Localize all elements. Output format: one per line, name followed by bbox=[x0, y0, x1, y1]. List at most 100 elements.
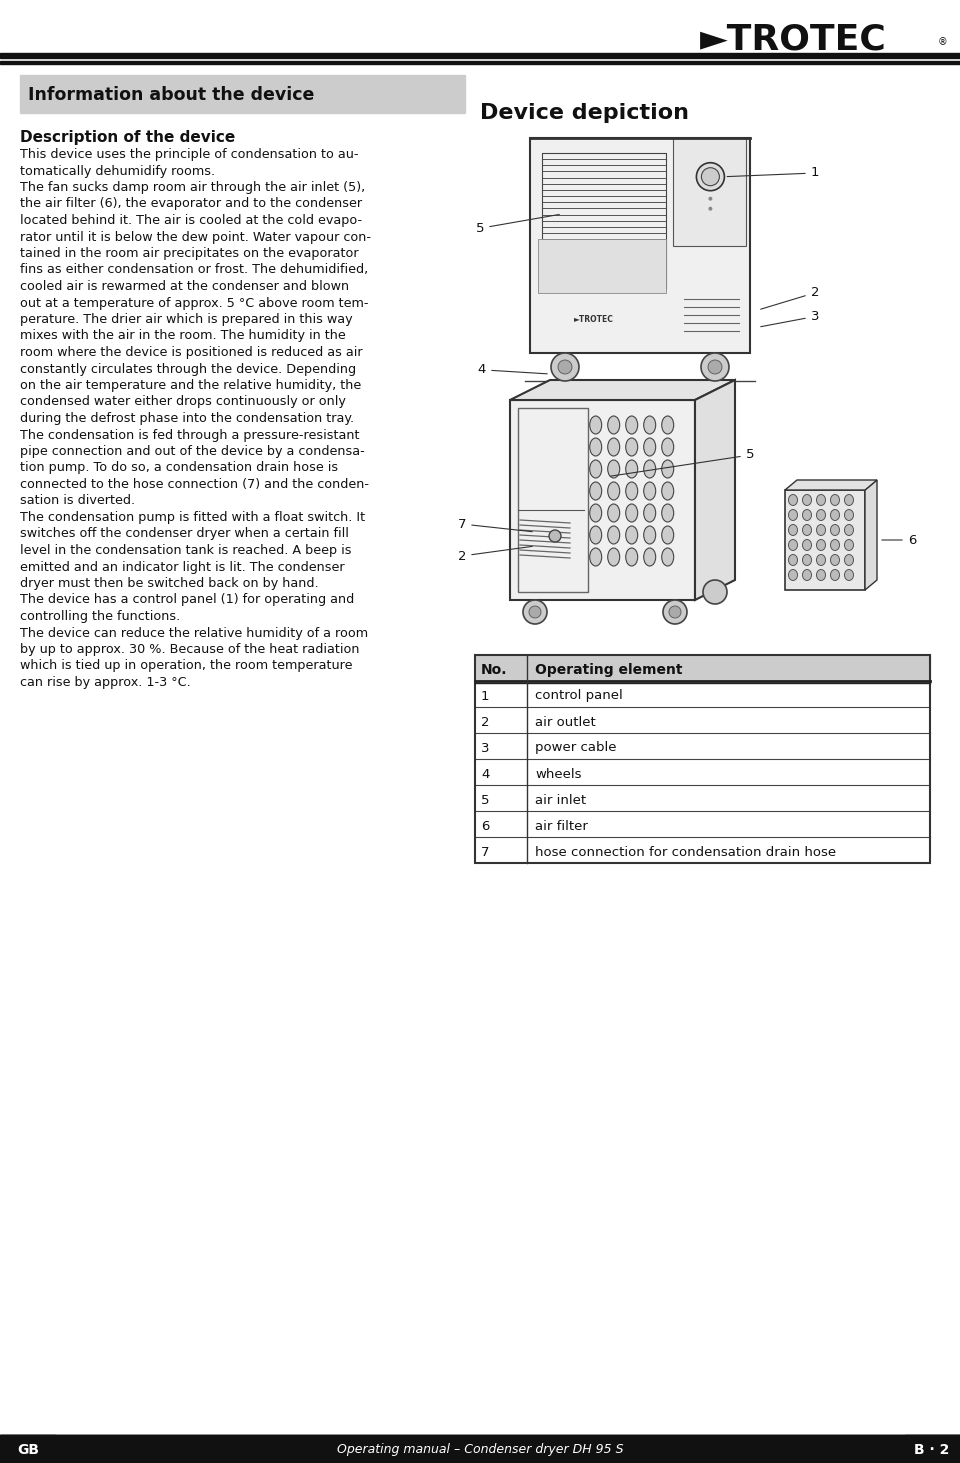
Ellipse shape bbox=[830, 525, 839, 535]
Text: 1: 1 bbox=[727, 167, 819, 180]
Ellipse shape bbox=[626, 549, 637, 566]
Ellipse shape bbox=[788, 540, 798, 550]
Text: switches off the condenser dryer when a certain fill: switches off the condenser dryer when a … bbox=[20, 528, 348, 540]
Text: B · 2: B · 2 bbox=[914, 1443, 949, 1457]
Ellipse shape bbox=[803, 525, 811, 535]
Bar bbox=[518, 408, 588, 593]
Ellipse shape bbox=[788, 525, 798, 535]
Ellipse shape bbox=[703, 579, 727, 604]
Text: constantly circulates through the device. Depending: constantly circulates through the device… bbox=[20, 363, 356, 376]
Text: on the air temperature and the relative humidity, the: on the air temperature and the relative … bbox=[20, 379, 361, 392]
Ellipse shape bbox=[803, 494, 811, 506]
Ellipse shape bbox=[830, 540, 839, 550]
Ellipse shape bbox=[608, 459, 620, 478]
Ellipse shape bbox=[803, 569, 811, 581]
Text: by up to approx. 30 %. Because of the heat radiation: by up to approx. 30 %. Because of the he… bbox=[20, 644, 359, 655]
Text: The device can reduce the relative humidity of a room: The device can reduce the relative humid… bbox=[20, 626, 368, 639]
Ellipse shape bbox=[551, 353, 579, 380]
Text: tomatically dehumidify rooms.: tomatically dehumidify rooms. bbox=[20, 164, 215, 177]
Text: The fan sucks damp room air through the air inlet (5),: The fan sucks damp room air through the … bbox=[20, 181, 365, 195]
Ellipse shape bbox=[608, 503, 620, 522]
Text: tion pump. To do so, a condensation drain hose is: tion pump. To do so, a condensation drai… bbox=[20, 461, 338, 474]
Ellipse shape bbox=[845, 554, 853, 566]
Ellipse shape bbox=[661, 415, 674, 435]
Ellipse shape bbox=[626, 459, 637, 478]
Text: This device uses the principle of condensation to au-: This device uses the principle of conden… bbox=[20, 148, 358, 161]
Ellipse shape bbox=[803, 554, 811, 566]
Ellipse shape bbox=[830, 494, 839, 506]
Text: the air filter (6), the evaporator and to the condenser: the air filter (6), the evaporator and t… bbox=[20, 198, 362, 211]
Polygon shape bbox=[695, 380, 735, 600]
Text: wheels: wheels bbox=[535, 768, 582, 780]
Ellipse shape bbox=[696, 162, 725, 190]
Ellipse shape bbox=[661, 459, 674, 478]
Ellipse shape bbox=[701, 353, 729, 380]
Ellipse shape bbox=[608, 415, 620, 435]
Ellipse shape bbox=[788, 509, 798, 521]
Ellipse shape bbox=[661, 503, 674, 522]
Text: 2: 2 bbox=[458, 546, 532, 562]
Ellipse shape bbox=[589, 527, 602, 544]
Ellipse shape bbox=[589, 415, 602, 435]
Ellipse shape bbox=[589, 481, 602, 500]
Ellipse shape bbox=[529, 606, 541, 617]
Bar bbox=[0, 53, 960, 59]
Text: GB: GB bbox=[17, 1443, 39, 1457]
Ellipse shape bbox=[661, 527, 674, 544]
Ellipse shape bbox=[708, 360, 722, 375]
Bar bbox=[510, 399, 695, 600]
Text: air inlet: air inlet bbox=[535, 793, 587, 806]
Ellipse shape bbox=[626, 503, 637, 522]
Text: 3: 3 bbox=[481, 742, 490, 755]
Ellipse shape bbox=[661, 437, 674, 456]
Ellipse shape bbox=[663, 600, 687, 625]
Ellipse shape bbox=[626, 481, 637, 500]
Text: 5: 5 bbox=[476, 215, 560, 234]
Bar bbox=[538, 238, 665, 293]
Text: dryer must then be switched back on by hand.: dryer must then be switched back on by h… bbox=[20, 576, 319, 590]
Ellipse shape bbox=[608, 437, 620, 456]
Ellipse shape bbox=[830, 569, 839, 581]
Ellipse shape bbox=[830, 509, 839, 521]
Text: ®: ® bbox=[938, 37, 948, 47]
Text: ►TROTEC: ►TROTEC bbox=[700, 23, 887, 57]
Ellipse shape bbox=[830, 554, 839, 566]
Polygon shape bbox=[785, 480, 877, 490]
Ellipse shape bbox=[708, 206, 712, 211]
Text: air filter: air filter bbox=[535, 819, 588, 832]
Polygon shape bbox=[865, 480, 877, 590]
Bar bbox=[0, 61, 960, 64]
Text: cooled air is rewarmed at the condenser and blown: cooled air is rewarmed at the condenser … bbox=[20, 279, 349, 293]
Bar bbox=[0, 1435, 960, 1463]
Ellipse shape bbox=[644, 459, 656, 478]
Ellipse shape bbox=[845, 494, 853, 506]
Text: Operating manual – Condenser dryer DH 95 S: Operating manual – Condenser dryer DH 95… bbox=[337, 1444, 623, 1457]
Text: sation is diverted.: sation is diverted. bbox=[20, 494, 135, 508]
Text: The condensation pump is fitted with a float switch. It: The condensation pump is fitted with a f… bbox=[20, 511, 365, 524]
Text: rator until it is below the dew point. Water vapour con-: rator until it is below the dew point. W… bbox=[20, 231, 371, 243]
Ellipse shape bbox=[523, 600, 547, 625]
Bar bbox=[785, 490, 865, 590]
Ellipse shape bbox=[845, 569, 853, 581]
Text: condensed water either drops continuously or only: condensed water either drops continuousl… bbox=[20, 395, 346, 408]
Text: Description of the device: Description of the device bbox=[20, 130, 235, 145]
Text: emitted and an indicator light is lit. The condenser: emitted and an indicator light is lit. T… bbox=[20, 560, 345, 573]
Ellipse shape bbox=[845, 540, 853, 550]
Text: 2: 2 bbox=[481, 715, 490, 729]
Ellipse shape bbox=[644, 415, 656, 435]
Text: pipe connection and out of the device by a condensa-: pipe connection and out of the device by… bbox=[20, 445, 365, 458]
Text: during the defrost phase into the condensation tray.: during the defrost phase into the conden… bbox=[20, 413, 354, 424]
Ellipse shape bbox=[788, 554, 798, 566]
Ellipse shape bbox=[626, 527, 637, 544]
Text: 5: 5 bbox=[611, 449, 755, 475]
Ellipse shape bbox=[608, 481, 620, 500]
Text: tained in the room air precipitates on the evaporator: tained in the room air precipitates on t… bbox=[20, 247, 359, 260]
Ellipse shape bbox=[817, 540, 826, 550]
Bar bbox=[20, 75, 465, 113]
Ellipse shape bbox=[589, 503, 602, 522]
Text: power cable: power cable bbox=[535, 742, 616, 755]
Ellipse shape bbox=[608, 549, 620, 566]
Text: 6: 6 bbox=[481, 819, 490, 832]
Text: Operating element: Operating element bbox=[535, 663, 683, 677]
Text: ►TROTEC: ►TROTEC bbox=[574, 315, 613, 325]
